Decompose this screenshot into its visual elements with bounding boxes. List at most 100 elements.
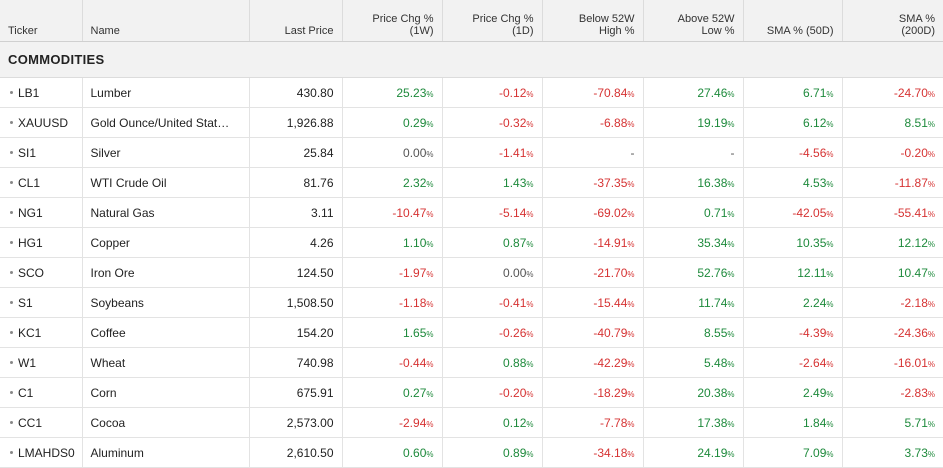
percent-sign: % [426,449,434,459]
col-header-sma200[interactable]: SMA % (200D) [842,0,943,42]
percent-sign: % [426,119,434,129]
ticker-cell[interactable]: CC1 [0,407,83,438]
below-52w-cell: -18.29% [542,377,644,408]
last-price-cell: 81.76 [249,167,343,198]
percent-sign: % [927,419,935,429]
table-row[interactable]: S1 Soybeans 1,508.50 -1.18% -0.41% -15.44% 11.… [0,287,943,318]
chg-1d-cell: -0.20% [442,377,543,408]
sma200-cell: -16.01% [842,347,943,378]
percent-value: -18.29 [593,385,628,400]
bullet-icon [10,180,13,184]
ticker-symbol[interactable]: LMAHDS0 [18,445,75,460]
percent-sign: % [927,239,935,249]
chg-1d-cell: 0.12% [442,407,543,438]
percent-sign: % [927,179,935,189]
table-row[interactable]: SCO Iron Ore 124.50 -1.97% 0.00% -21.70% 52.76… [0,257,943,288]
table-row[interactable]: NG1 Natural Gas 3.11 -10.47% -5.14% -69.02% 0.… [0,197,943,228]
col-header-chg-1d-line1: Price Chg % [472,13,534,25]
col-header-chg-1w-line1: Price Chg % [372,13,434,25]
table-row[interactable]: CL1 WTI Crude Oil 81.76 2.32% 1.43% -37.35% 16… [0,167,943,198]
col-header-chg-1w[interactable]: Price Chg % (1W) [342,0,443,42]
ticker-cell[interactable]: HG1 [0,227,83,258]
ticker-symbol[interactable]: SI1 [18,145,37,160]
percent-sign: % [826,269,834,279]
table-row[interactable]: KC1 Coffee 154.20 1.65% -0.26% -40.79% 8.55% -4… [0,317,943,348]
bullet-icon [10,270,13,274]
table-row[interactable]: SI1 Silver 25.84 0.00% -1.41% - - -4.56% -0.20% [0,137,943,168]
col-header-sma50[interactable]: SMA % (50D) [743,0,843,42]
name-cell: Iron Ore [82,257,250,288]
ticker-symbol[interactable]: S1 [18,295,33,310]
chg-1w-cell: 25.23% [342,77,443,108]
sma200-cell: -24.36% [842,317,943,348]
ticker-symbol[interactable]: XAUUSD [18,115,69,130]
ticker-cell[interactable]: LMAHDS0 [0,437,83,468]
below-52w-cell: -70.84% [542,77,644,108]
ticker-cell[interactable]: SI1 [0,137,83,168]
ticker-cell[interactable]: W1 [0,347,83,378]
percent-sign: % [627,449,635,459]
below-52w-cell: -14.91% [542,227,644,258]
ticker-cell[interactable]: NG1 [0,197,83,228]
ticker-cell[interactable]: CL1 [0,167,83,198]
table-row[interactable]: CC1 Cocoa 2,573.00 -2.94% 0.12% -7.78% 17.38% 1… [0,407,943,438]
table-row[interactable]: LB1 Lumber 430.80 25.23% -0.12% -70.84% 27.46%… [0,77,943,108]
ticker-cell[interactable]: S1 [0,287,83,318]
ticker-cell[interactable]: SCO [0,257,83,288]
ticker-symbol[interactable]: C1 [18,385,34,400]
col-header-ticker-label: Ticker [8,25,38,37]
col-header-name[interactable]: Name [82,0,250,42]
ticker-symbol[interactable]: LB1 [18,85,40,100]
percent-value: 2.24 [803,295,827,310]
table-row[interactable]: XAUUSD Gold Ounce/United Stat… 1,926.88 0.2… [0,107,943,138]
table-row[interactable]: W1 Wheat 740.98 -0.44% 0.88% -42.29% 5.48% -2.6… [0,347,943,378]
ticker-symbol[interactable]: KC1 [18,325,42,340]
percent-sign: % [826,179,834,189]
sma200-cell: 10.47% [842,257,943,288]
percent-sign: % [426,419,434,429]
ticker-cell[interactable]: LB1 [0,77,83,108]
bullet-icon [10,330,13,334]
percent-value: -21.70 [593,265,628,280]
ticker-symbol[interactable]: HG1 [18,235,43,250]
col-header-above-52w[interactable]: Above 52W Low % [643,0,744,42]
sma50-cell: -4.39% [743,317,843,348]
empty-value: - [630,145,635,160]
section-title: COMMODITIES [0,41,943,78]
name-cell: Coffee [82,317,250,348]
col-header-below-52w[interactable]: Below 52W High % [542,0,644,42]
table-row[interactable]: C1 Corn 675.91 0.27% -0.20% -18.29% 20.38% 2.49… [0,377,943,408]
sma50-cell: 6.71% [743,77,843,108]
sma50-cell: 2.49% [743,377,843,408]
ticker-symbol[interactable]: W1 [18,355,36,370]
ticker-symbol[interactable]: SCO [18,265,45,280]
below-52w-cell: -34.18% [542,437,644,468]
col-header-last-price[interactable]: Last Price [249,0,343,42]
bullet-icon [10,450,13,454]
percent-sign: % [426,299,434,309]
percent-value: -55.41 [893,205,928,220]
name-cell: Corn [82,377,250,408]
bullet-icon [10,300,13,304]
col-header-chg-1d[interactable]: Price Chg % (1D) [442,0,543,42]
table-row[interactable]: HG1 Copper 4.26 1.10% 0.87% -14.91% 35.34% 10.3… [0,227,943,258]
ticker-cell[interactable]: XAUUSD [0,107,83,138]
bullet-icon [10,240,13,244]
percent-sign: % [826,239,834,249]
name-cell: Natural Gas [82,197,250,228]
percent-value: -1.18 [399,295,427,310]
ticker-symbol[interactable]: CL1 [18,175,41,190]
percent-sign: % [426,179,434,189]
ticker-symbol[interactable]: CC1 [18,415,43,430]
sma50-cell: 7.09% [743,437,843,468]
table-row[interactable]: LMAHDS0 Aluminum 2,610.50 0.60% 0.89% -34.18%… [0,437,943,468]
ticker-symbol[interactable]: NG1 [18,205,43,220]
col-header-ticker[interactable]: Ticker [0,0,83,42]
last-price-cell: 1,508.50 [249,287,343,318]
ticker-cell[interactable]: KC1 [0,317,83,348]
ticker-cell[interactable]: C1 [0,377,83,408]
percent-sign: % [526,389,534,399]
sma50-cell: -2.64% [743,347,843,378]
percent-sign: % [627,389,635,399]
chg-1d-cell: -5.14% [442,197,543,228]
